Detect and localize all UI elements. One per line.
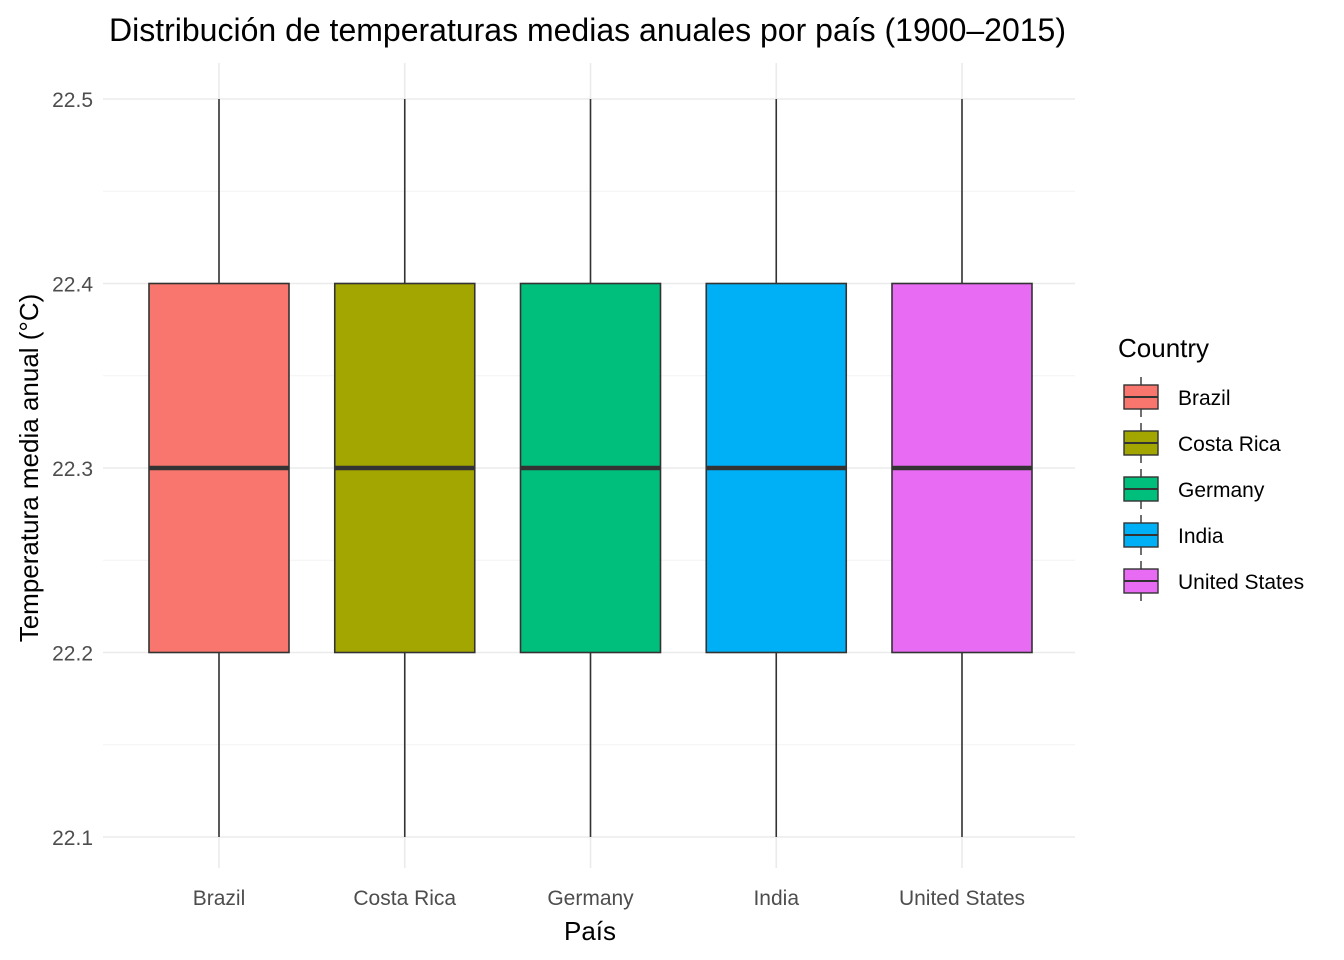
box-costa-rica bbox=[333, 99, 476, 837]
x-axis-title: País bbox=[564, 916, 616, 946]
box-germany bbox=[519, 99, 662, 837]
box-brazil bbox=[148, 99, 290, 837]
legend-label: United States bbox=[1178, 571, 1304, 594]
legend: Country Brazil Costa Rica Germany India Unit… bbox=[1118, 333, 1304, 601]
legend-label: Costa Rica bbox=[1178, 433, 1281, 456]
legend-label: India bbox=[1178, 525, 1224, 548]
y-tick-label: 22.1 bbox=[52, 827, 93, 850]
boxes-layer bbox=[148, 99, 1033, 837]
y-tick-label: 22.4 bbox=[52, 274, 93, 297]
y-tick-label: 22.2 bbox=[52, 643, 93, 666]
legend-label: Brazil bbox=[1178, 387, 1231, 410]
legend-item: Costa Rica bbox=[1123, 423, 1281, 463]
y-tick-label: 22.5 bbox=[52, 89, 93, 112]
legend-item: Germany bbox=[1123, 469, 1265, 509]
legend-title: Country bbox=[1118, 333, 1209, 363]
legend-item: India bbox=[1123, 515, 1224, 555]
legend-item: United States bbox=[1123, 561, 1304, 601]
y-tick-label: 22.3 bbox=[52, 458, 93, 481]
x-tick-label: Brazil bbox=[193, 887, 246, 910]
legend-label: Germany bbox=[1178, 479, 1265, 502]
y-axis-ticks: 22.1 22.2 22.3 22.4 22.5 bbox=[52, 89, 93, 850]
x-axis-ticks: Brazil Costa Rica Germany India United State… bbox=[193, 887, 1025, 910]
chart-title: Distribución de temperaturas medias anua… bbox=[109, 12, 1066, 48]
x-tick-label: India bbox=[753, 887, 799, 910]
x-tick-label: Costa Rica bbox=[353, 887, 456, 910]
box-india bbox=[705, 99, 848, 837]
y-axis-title: Temperatura media anual (°C) bbox=[14, 294, 44, 643]
box-united-states bbox=[891, 99, 1033, 837]
x-tick-label: Germany bbox=[547, 887, 634, 910]
x-tick-label: United States bbox=[899, 887, 1025, 910]
legend-item: Brazil bbox=[1123, 377, 1231, 417]
